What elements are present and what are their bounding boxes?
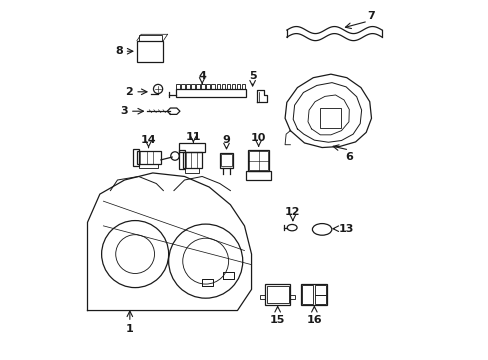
Bar [186, 84, 189, 89]
Bar [300, 284, 327, 305]
Bar [221, 154, 231, 166]
Text: 12: 12 [285, 207, 300, 217]
Bar [176, 84, 180, 89]
Bar [216, 84, 220, 89]
Text: 9: 9 [222, 135, 230, 145]
Text: 3: 3 [120, 106, 128, 116]
Bar [260, 295, 264, 299]
Bar [226, 84, 230, 89]
Bar [247, 150, 269, 171]
Bar [290, 295, 295, 299]
Bar [236, 84, 240, 89]
Text: 6: 6 [345, 152, 352, 162]
Bar [314, 285, 325, 294]
Text: 8: 8 [115, 46, 122, 56]
Bar [178, 143, 204, 152]
Bar [175, 89, 246, 97]
Text: 5: 5 [248, 71, 256, 81]
Text: 2: 2 [125, 87, 133, 97]
Bar [314, 295, 325, 304]
Bar [183, 152, 202, 168]
Text: 16: 16 [306, 315, 322, 325]
Bar [219, 153, 233, 168]
Bar [191, 84, 194, 89]
Bar [139, 164, 158, 168]
Bar [201, 84, 204, 89]
Text: 11: 11 [185, 132, 201, 142]
Bar [137, 151, 161, 164]
Bar [221, 84, 224, 89]
Bar [266, 286, 288, 303]
Bar [241, 84, 245, 89]
Bar [179, 150, 184, 170]
Bar [246, 171, 270, 180]
Bar [211, 84, 215, 89]
Text: 7: 7 [367, 11, 375, 21]
Bar [181, 84, 184, 89]
Bar [133, 149, 139, 166]
Bar [320, 108, 340, 128]
Bar [249, 152, 267, 170]
Text: 4: 4 [198, 71, 205, 81]
Bar [139, 35, 161, 41]
Bar [185, 168, 199, 173]
Bar [264, 284, 290, 305]
Text: 10: 10 [250, 133, 266, 143]
Bar [137, 41, 163, 62]
Bar [302, 285, 313, 304]
Text: 13: 13 [338, 224, 354, 234]
Text: 1: 1 [126, 324, 133, 334]
Bar [231, 84, 235, 89]
Text: 14: 14 [141, 135, 156, 145]
Bar [206, 84, 209, 89]
Text: 15: 15 [269, 315, 285, 325]
Bar [196, 84, 200, 89]
